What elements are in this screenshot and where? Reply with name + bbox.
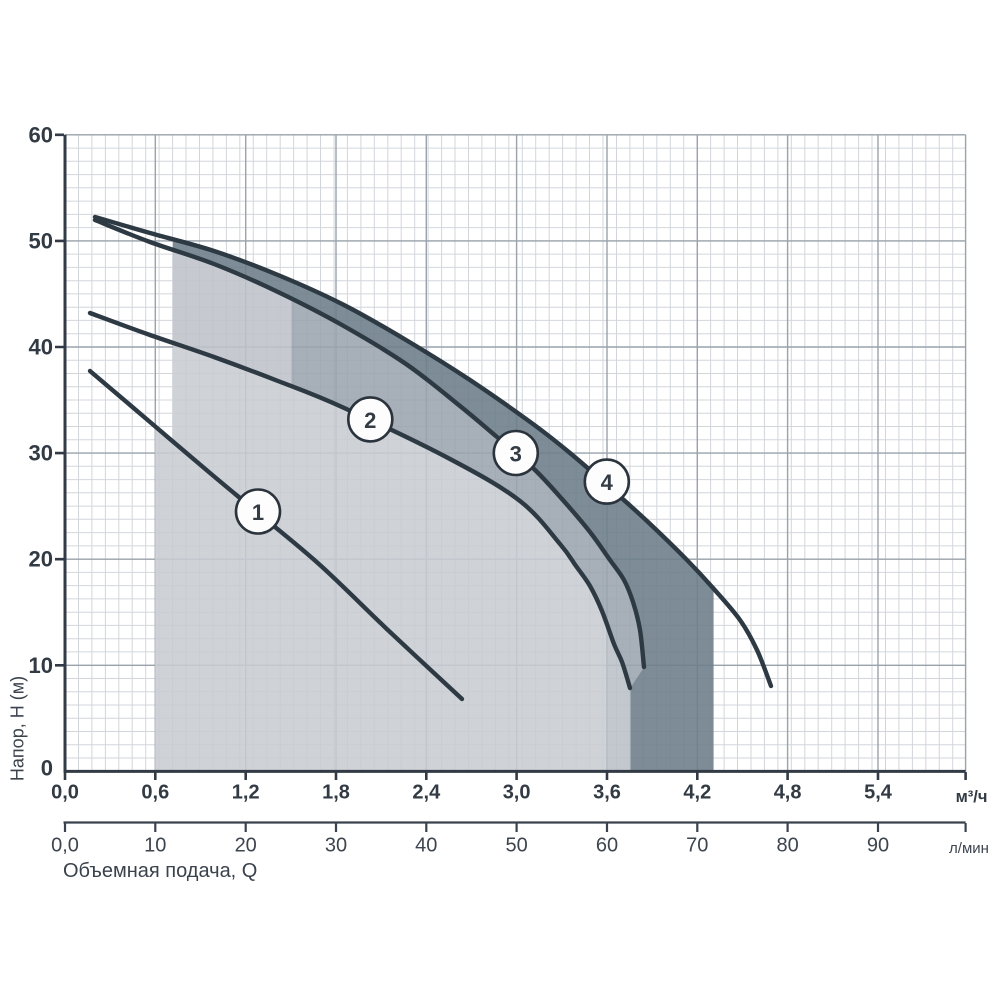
svg-text:Объемная подача, Q: Объемная подача, Q xyxy=(63,860,257,882)
svg-text:1,2: 1,2 xyxy=(232,782,260,804)
svg-text:3,0: 3,0 xyxy=(503,782,531,804)
svg-text:30: 30 xyxy=(29,441,53,466)
svg-text:4,2: 4,2 xyxy=(683,782,711,804)
svg-text:Напор, Н (м): Напор, Н (м) xyxy=(8,676,28,781)
svg-text:70: 70 xyxy=(686,835,708,857)
svg-text:50: 50 xyxy=(505,835,527,857)
svg-text:20: 20 xyxy=(29,547,53,572)
svg-text:20: 20 xyxy=(235,835,257,857)
svg-text:30: 30 xyxy=(325,835,347,857)
svg-text:90: 90 xyxy=(867,835,889,857)
svg-text:5,4: 5,4 xyxy=(864,782,893,804)
svg-text:л/мин: л/мин xyxy=(949,840,989,857)
svg-text:40: 40 xyxy=(29,335,53,360)
svg-text:0: 0 xyxy=(41,756,53,781)
svg-text:60: 60 xyxy=(29,122,53,147)
svg-text:м³/ч: м³/ч xyxy=(956,788,988,806)
svg-text:1,8: 1,8 xyxy=(322,782,350,804)
svg-text:2: 2 xyxy=(364,408,376,433)
svg-text:3,6: 3,6 xyxy=(593,782,621,804)
svg-text:4,8: 4,8 xyxy=(774,782,802,804)
svg-text:80: 80 xyxy=(776,835,798,857)
svg-text:40: 40 xyxy=(415,835,437,857)
svg-text:10: 10 xyxy=(144,835,166,857)
svg-text:0,0: 0,0 xyxy=(51,782,79,804)
svg-text:60: 60 xyxy=(596,835,618,857)
svg-text:2,4: 2,4 xyxy=(412,782,441,804)
svg-text:0,6: 0,6 xyxy=(141,782,169,804)
svg-text:3: 3 xyxy=(510,442,522,467)
svg-text:10: 10 xyxy=(29,653,53,678)
svg-text:4: 4 xyxy=(601,470,614,495)
svg-text:50: 50 xyxy=(29,228,53,253)
svg-text:1: 1 xyxy=(252,500,264,525)
svg-text:0,0: 0,0 xyxy=(51,835,79,857)
